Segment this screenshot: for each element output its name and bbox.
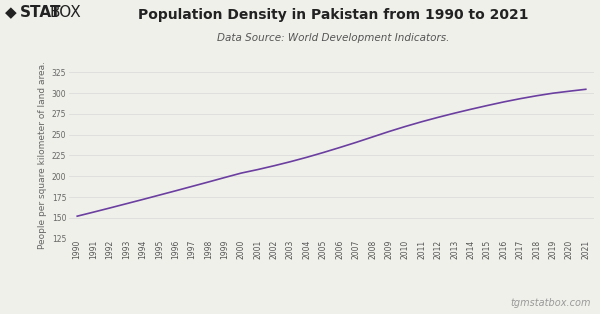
Text: Data Source: World Development Indicators.: Data Source: World Development Indicator…	[217, 33, 449, 43]
Text: tgmstatbox.com: tgmstatbox.com	[511, 298, 591, 308]
Text: BOX: BOX	[49, 5, 81, 20]
Text: ◆: ◆	[5, 5, 17, 20]
Y-axis label: People per square kilometer of land area.: People per square kilometer of land area…	[38, 62, 47, 249]
Text: Population Density in Pakistan from 1990 to 2021: Population Density in Pakistan from 1990…	[138, 8, 528, 22]
Text: STAT: STAT	[20, 5, 61, 20]
